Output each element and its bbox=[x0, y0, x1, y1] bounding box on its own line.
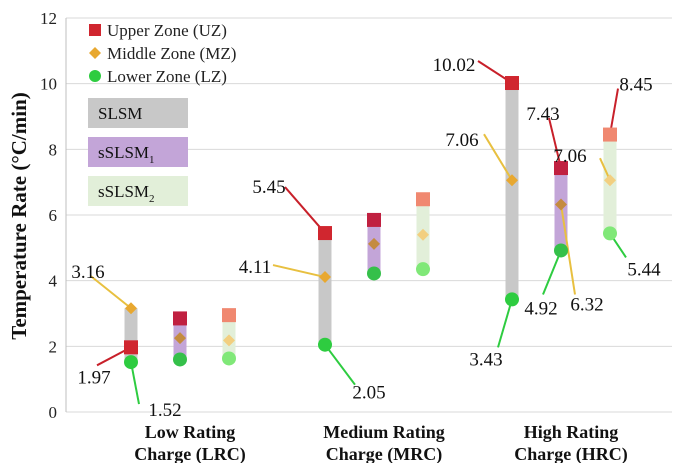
data-label: 4.92 bbox=[524, 298, 557, 319]
lz-marker bbox=[124, 355, 138, 370]
legend-method-base: SLSM bbox=[98, 104, 142, 123]
data-label: 5.44 bbox=[627, 259, 661, 280]
leader-line bbox=[542, 250, 562, 295]
mz-marker bbox=[506, 174, 518, 187]
data-labels: 3.16 1.97 1.52 5.45 4.11 2.05 10.02 7.06 3.43 7.4… bbox=[71, 55, 661, 421]
leader-line bbox=[130, 361, 140, 405]
data-label: 7.06 bbox=[445, 130, 478, 151]
uz-marker bbox=[318, 226, 332, 241]
data-label: 1.52 bbox=[148, 400, 181, 421]
mz-marker bbox=[604, 174, 616, 187]
data-label: 10.02 bbox=[433, 55, 476, 76]
data-label: 5.45 bbox=[252, 177, 285, 198]
y-axis-label: Temperature Rate (°C/min) bbox=[7, 92, 31, 340]
lz-marker bbox=[416, 262, 430, 277]
lz-marker bbox=[367, 266, 381, 281]
lz-marker bbox=[173, 352, 187, 367]
range-bar bbox=[318, 233, 332, 345]
data-label: 3.16 bbox=[71, 262, 104, 283]
range-bar bbox=[505, 83, 519, 300]
uz-marker bbox=[124, 340, 138, 355]
annotation-leaders bbox=[90, 60, 627, 405]
range-bars bbox=[124, 83, 617, 363]
y-tick-label: 8 bbox=[49, 140, 58, 159]
uz-marker bbox=[603, 127, 617, 142]
mz-marker bbox=[223, 334, 235, 347]
mz-marker bbox=[125, 302, 137, 315]
lz-marker bbox=[505, 292, 519, 307]
lz-marker bbox=[554, 243, 568, 258]
uz-marker bbox=[554, 161, 568, 176]
legend-method-base: sSLSM bbox=[98, 182, 149, 201]
y-tick-label: 0 bbox=[49, 403, 58, 422]
legend-zone-label: Middle Zone (MZ) bbox=[107, 44, 236, 63]
legend-method-swatch bbox=[88, 176, 188, 206]
leader-line bbox=[90, 275, 132, 310]
legend-zone-label: Lower Zone (LZ) bbox=[107, 67, 227, 86]
leader-line bbox=[284, 186, 326, 234]
data-label: 3.43 bbox=[469, 349, 502, 370]
legend-method-label: sSLSM1 bbox=[98, 143, 155, 166]
data-label: 4.11 bbox=[239, 257, 272, 278]
legend-method-subscript: 1 bbox=[149, 154, 155, 166]
x-category-label: Medium Rating bbox=[323, 422, 445, 442]
axes: Temperature Rate (°C/min) bbox=[7, 92, 31, 340]
x-category-label: Charge (HRC) bbox=[514, 444, 627, 463]
y-tick-label: 12 bbox=[40, 9, 57, 28]
data-label: 7.43 bbox=[526, 104, 559, 125]
leader-line bbox=[272, 264, 326, 279]
legend-method-swatch bbox=[88, 137, 188, 167]
mz-marker bbox=[417, 228, 429, 241]
legend-zone-label: Upper Zone (UZ) bbox=[107, 21, 227, 40]
uz-marker bbox=[173, 311, 187, 326]
legend-method-swatch bbox=[88, 98, 188, 128]
lz-marker bbox=[222, 351, 236, 366]
leader-line bbox=[609, 88, 619, 135]
data-label: 2.05 bbox=[352, 383, 385, 404]
leader-line bbox=[483, 133, 513, 181]
uz-marker bbox=[505, 76, 519, 91]
legend-method-label: SLSM bbox=[98, 104, 142, 123]
legend-method-base: sSLSM bbox=[98, 143, 149, 162]
leader-line bbox=[497, 299, 513, 348]
y-tick-label: 10 bbox=[40, 75, 57, 94]
legend-uz-marker bbox=[89, 24, 101, 36]
x-category-label: High Rating bbox=[524, 422, 619, 442]
legend: Upper Zone (UZ) Middle Zone (MZ) Lower Zon… bbox=[88, 21, 236, 206]
legend-lz-marker bbox=[89, 70, 101, 82]
mz-marker bbox=[319, 271, 331, 284]
zone-markers bbox=[124, 76, 617, 370]
legend-method-subscript: 2 bbox=[149, 193, 155, 205]
x-category-labels: Low Rating Charge (LRC) Medium Rating Charg… bbox=[134, 422, 627, 463]
legend-method-label: sSLSM2 bbox=[98, 182, 155, 205]
uz-marker bbox=[416, 192, 430, 207]
x-category-label: Charge (MRC) bbox=[326, 444, 442, 463]
data-label: 6.32 bbox=[570, 294, 603, 315]
legend-mz-marker bbox=[89, 47, 101, 59]
uz-marker bbox=[367, 212, 381, 227]
y-tick-labels: 0 2 4 6 8 10 12 bbox=[40, 9, 58, 422]
leader-line bbox=[324, 344, 356, 386]
y-tick-label: 4 bbox=[49, 272, 58, 291]
data-label: 8.45 bbox=[619, 75, 652, 96]
mz-marker bbox=[368, 237, 380, 250]
mz-marker bbox=[555, 198, 567, 211]
y-tick-label: 2 bbox=[49, 337, 58, 356]
leader-line bbox=[560, 204, 576, 295]
lz-marker bbox=[318, 337, 332, 352]
leader-line bbox=[548, 117, 562, 169]
data-label: 1.97 bbox=[77, 367, 110, 388]
uz-marker bbox=[222, 308, 236, 323]
x-category-label: Charge (LRC) bbox=[134, 444, 245, 463]
x-category-label: Low Rating bbox=[145, 422, 236, 442]
y-tick-label: 6 bbox=[49, 206, 58, 225]
mz-marker bbox=[174, 332, 186, 345]
lz-marker bbox=[603, 226, 617, 241]
data-label: 7.06 bbox=[553, 146, 586, 167]
